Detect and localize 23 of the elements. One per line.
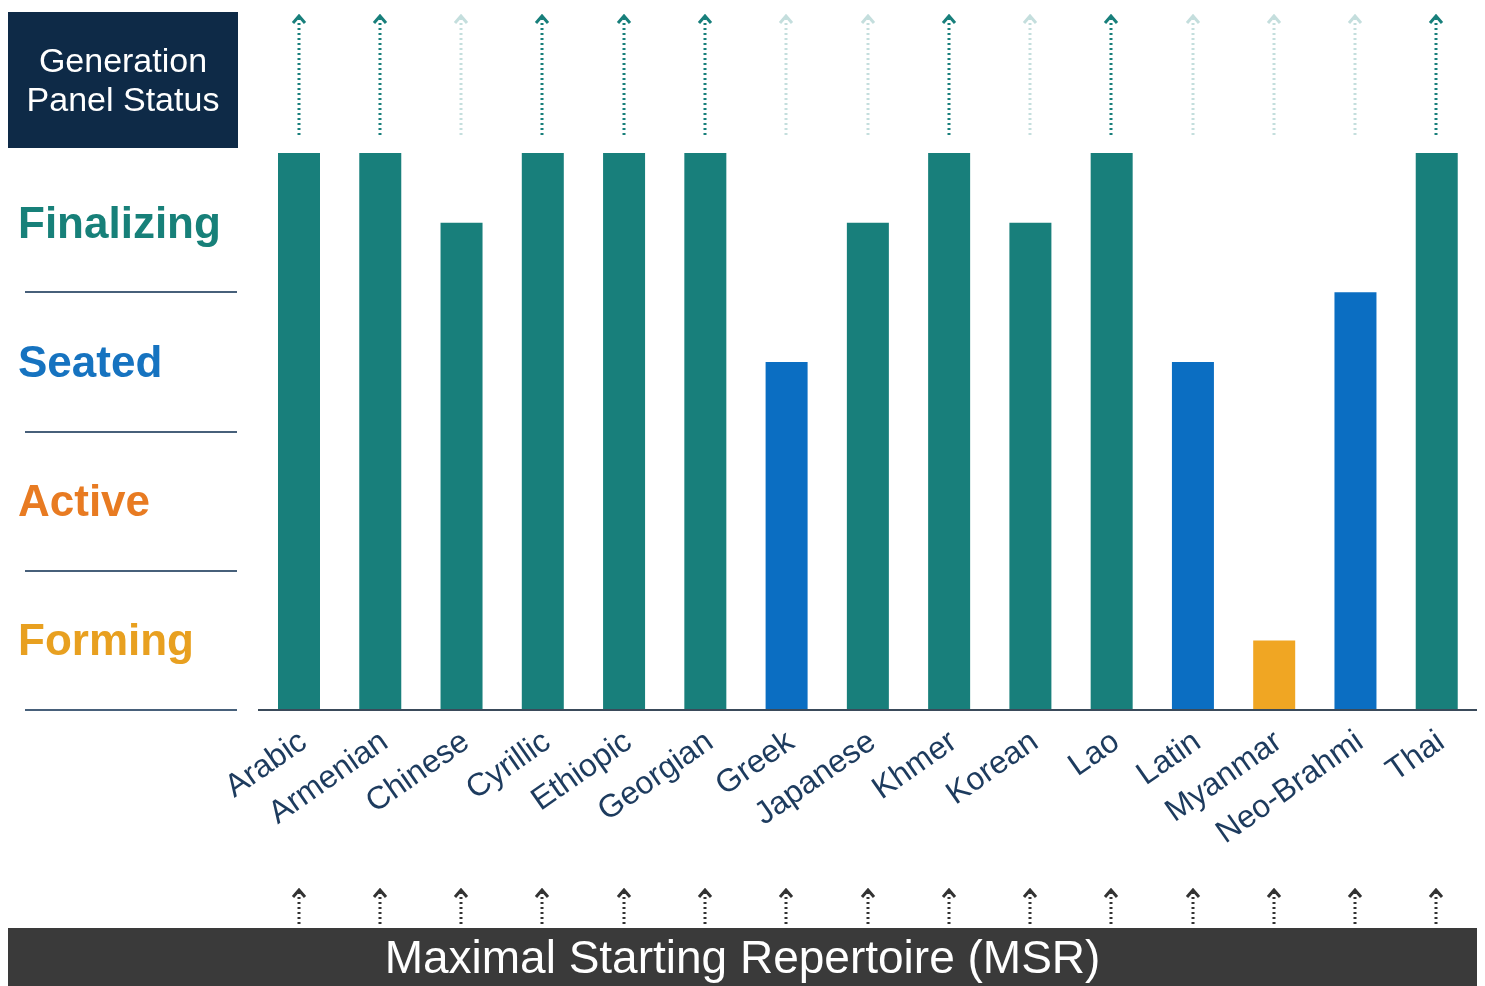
bar (1171, 361, 1214, 710)
y-axis-title: Generation Panel Status (8, 12, 238, 148)
bar (603, 153, 646, 710)
bar (684, 153, 727, 710)
bar (1253, 640, 1296, 710)
x-tick-label: Thai (1378, 722, 1451, 788)
text: Seated (18, 335, 163, 388)
bar (1009, 222, 1052, 710)
bar (440, 222, 483, 710)
bar (1090, 153, 1133, 710)
text: Active (18, 475, 151, 528)
text: Forming (18, 614, 194, 667)
bar (1415, 153, 1458, 710)
bar (359, 153, 402, 710)
text: Finalizing (18, 196, 221, 249)
bar (1334, 292, 1377, 710)
bar (928, 153, 971, 710)
x-tick-label: Lao (1060, 722, 1126, 783)
bar (765, 361, 808, 710)
x-axis-title: Maximal Starting Repertoire (MSR) (8, 928, 1477, 986)
bar (846, 222, 889, 710)
bar (521, 153, 564, 710)
bar (278, 153, 320, 710)
